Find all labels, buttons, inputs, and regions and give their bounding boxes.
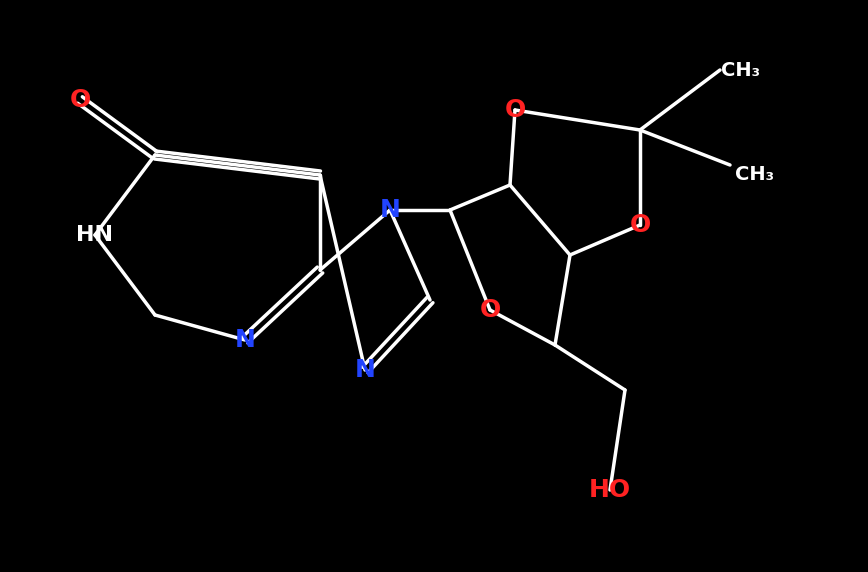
- Text: O: O: [629, 213, 651, 237]
- Text: HN: HN: [76, 225, 114, 245]
- Text: CH₃: CH₃: [720, 61, 760, 80]
- Text: N: N: [234, 328, 255, 352]
- Text: N: N: [379, 198, 400, 222]
- Text: O: O: [479, 298, 501, 322]
- Text: N: N: [354, 358, 376, 382]
- Text: CH₃: CH₃: [735, 165, 774, 185]
- Text: HO: HO: [589, 478, 631, 502]
- Text: O: O: [69, 88, 90, 112]
- Text: O: O: [504, 98, 526, 122]
